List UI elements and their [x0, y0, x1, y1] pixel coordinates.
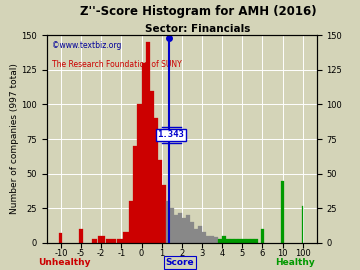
- Bar: [154, 118, 158, 243]
- Bar: [242, 239, 246, 243]
- Bar: [230, 239, 234, 243]
- Bar: [234, 239, 238, 243]
- Bar: [59, 233, 62, 243]
- Text: The Research Foundation of SUNY: The Research Foundation of SUNY: [52, 60, 182, 69]
- Bar: [238, 239, 242, 243]
- Bar: [145, 42, 149, 243]
- Text: ©www.textbiz.org: ©www.textbiz.org: [52, 41, 122, 50]
- Bar: [194, 229, 198, 243]
- Y-axis label: Number of companies (997 total): Number of companies (997 total): [10, 64, 19, 214]
- Bar: [178, 212, 182, 243]
- Text: 1.343: 1.343: [158, 130, 184, 139]
- Bar: [190, 222, 194, 243]
- Bar: [174, 215, 178, 243]
- Bar: [141, 63, 145, 243]
- Text: Score: Score: [166, 258, 194, 267]
- Bar: [123, 232, 129, 243]
- Bar: [186, 215, 190, 243]
- Bar: [261, 229, 264, 243]
- Bar: [138, 104, 141, 243]
- Text: Unhealthy: Unhealthy: [39, 258, 91, 267]
- Bar: [198, 226, 202, 243]
- Text: Healthy: Healthy: [275, 258, 315, 267]
- Bar: [206, 236, 210, 243]
- Bar: [222, 236, 226, 243]
- Bar: [129, 201, 134, 243]
- Bar: [166, 201, 170, 243]
- Bar: [79, 229, 83, 243]
- Bar: [202, 232, 206, 243]
- Bar: [98, 236, 104, 243]
- Text: Z''-Score Histogram for AMH (2016): Z''-Score Histogram for AMH (2016): [80, 5, 316, 18]
- Bar: [218, 239, 222, 243]
- Bar: [214, 237, 218, 243]
- Bar: [226, 239, 230, 243]
- Bar: [134, 146, 138, 243]
- Bar: [149, 90, 154, 243]
- Bar: [162, 185, 166, 243]
- Text: Sector: Financials: Sector: Financials: [145, 24, 251, 34]
- Bar: [250, 239, 254, 243]
- Bar: [254, 239, 258, 243]
- Bar: [182, 218, 186, 243]
- Bar: [92, 239, 97, 243]
- Bar: [106, 239, 116, 243]
- Bar: [282, 181, 284, 243]
- Bar: [158, 160, 162, 243]
- Bar: [246, 239, 250, 243]
- Bar: [302, 205, 303, 243]
- Bar: [117, 239, 125, 243]
- Bar: [210, 236, 214, 243]
- Bar: [170, 208, 174, 243]
